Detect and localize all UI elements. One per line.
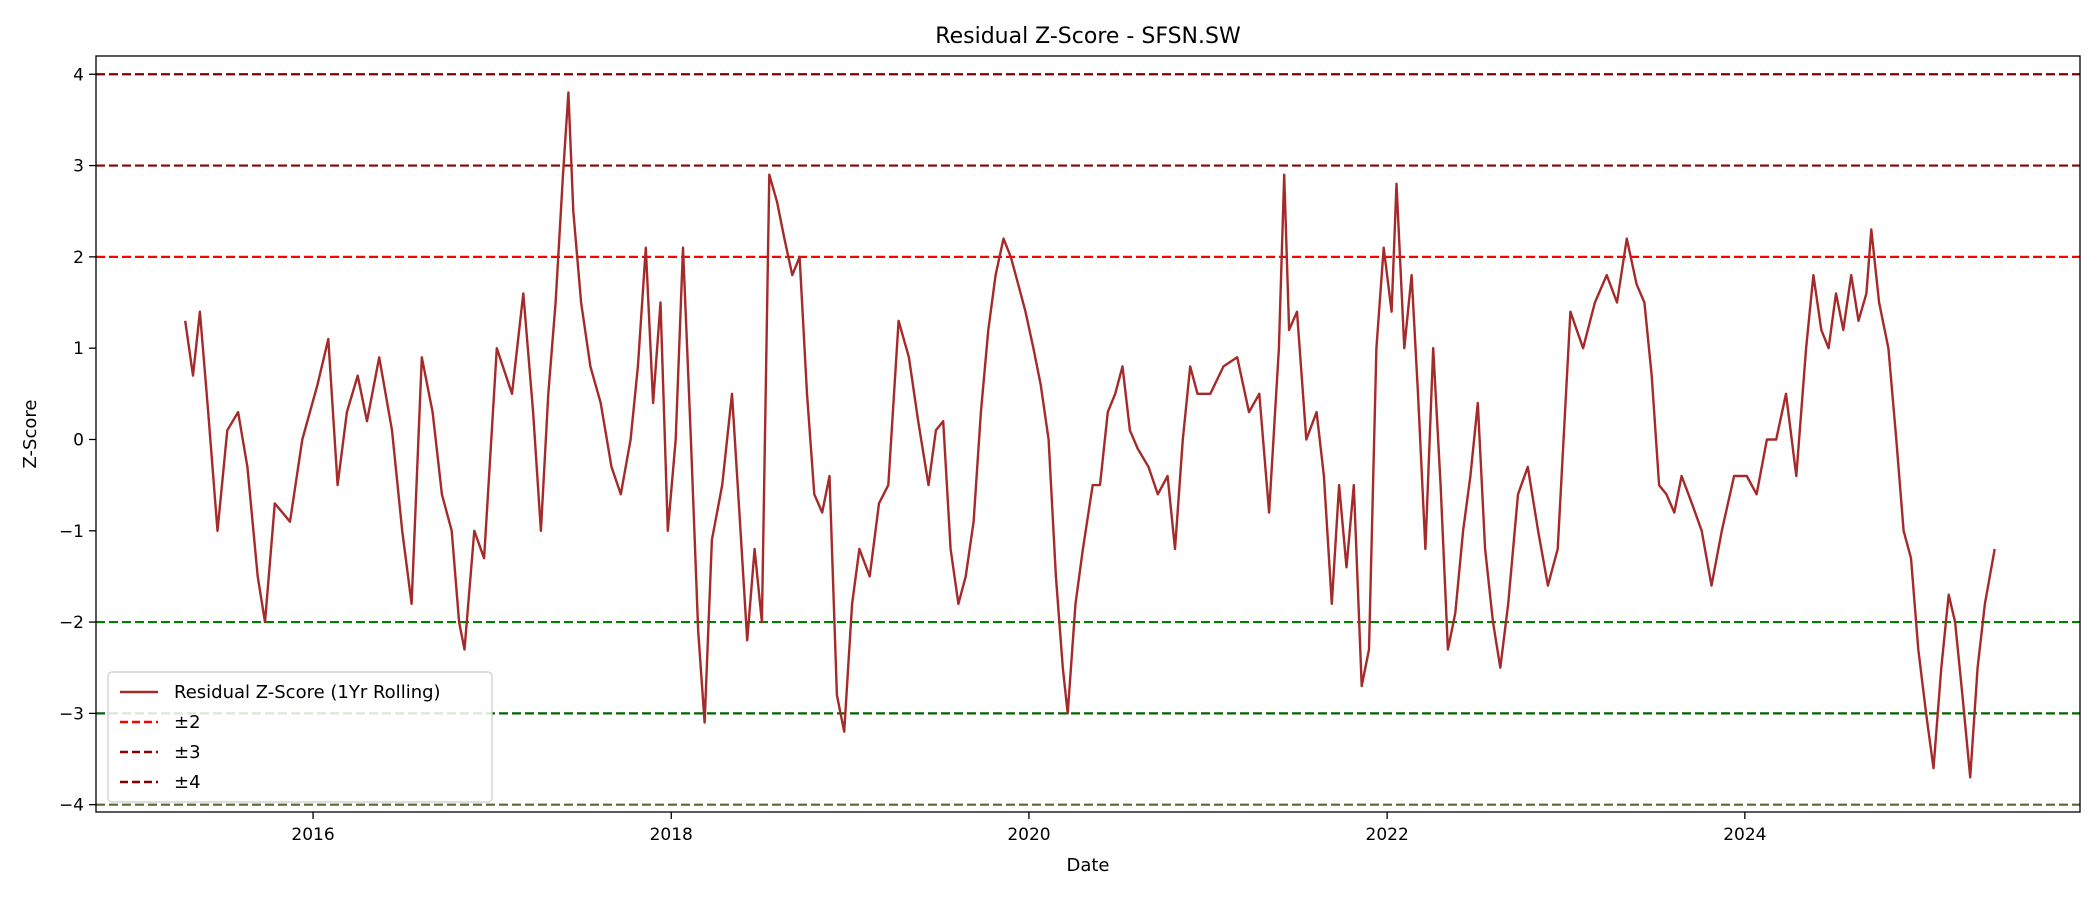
y-tick-label: 1 — [73, 339, 84, 359]
y-tick-label: 4 — [73, 65, 84, 85]
x-tick-label: 2022 — [1366, 825, 1409, 845]
y-tick-label: −4 — [59, 796, 84, 816]
reference-lines — [96, 73, 2080, 806]
legend-label: Residual Z-Score (1Yr Rolling) — [174, 682, 441, 703]
legend-label: ±4 — [174, 772, 201, 793]
series-line — [184, 91, 1996, 779]
legend-label: ±3 — [174, 742, 201, 763]
x-tick-label: 2020 — [1007, 825, 1050, 845]
y-axis-title: Z-Score — [20, 400, 41, 469]
x-axis-title: Date — [1066, 855, 1109, 876]
y-tick-label: −2 — [59, 613, 84, 633]
y-axis: 4 3 2 1 0 −1 −2 −3 −4 — [59, 65, 96, 816]
y-tick-label: −3 — [59, 704, 84, 724]
legend: Residual Z-Score (1Yr Rolling) ±2 ±3 ±4 — [107, 671, 493, 803]
y-tick-label: −1 — [59, 522, 84, 542]
x-tick-label: 2018 — [650, 825, 693, 845]
y-tick-label: 0 — [73, 430, 84, 450]
plot-frame — [95, 55, 2081, 813]
y-tick-label: 2 — [73, 248, 84, 268]
legend-label: ±2 — [174, 712, 201, 733]
chart-title: Residual Z-Score - SFSN.SW — [935, 24, 1241, 49]
x-axis: 2016 2018 2020 2022 2024 — [291, 812, 1766, 845]
legend-box — [107, 671, 493, 803]
x-tick-label: 2016 — [291, 825, 334, 845]
x-tick-label: 2024 — [1723, 825, 1766, 845]
y-tick-label: 3 — [73, 157, 84, 177]
series-layer — [184, 91, 1996, 779]
